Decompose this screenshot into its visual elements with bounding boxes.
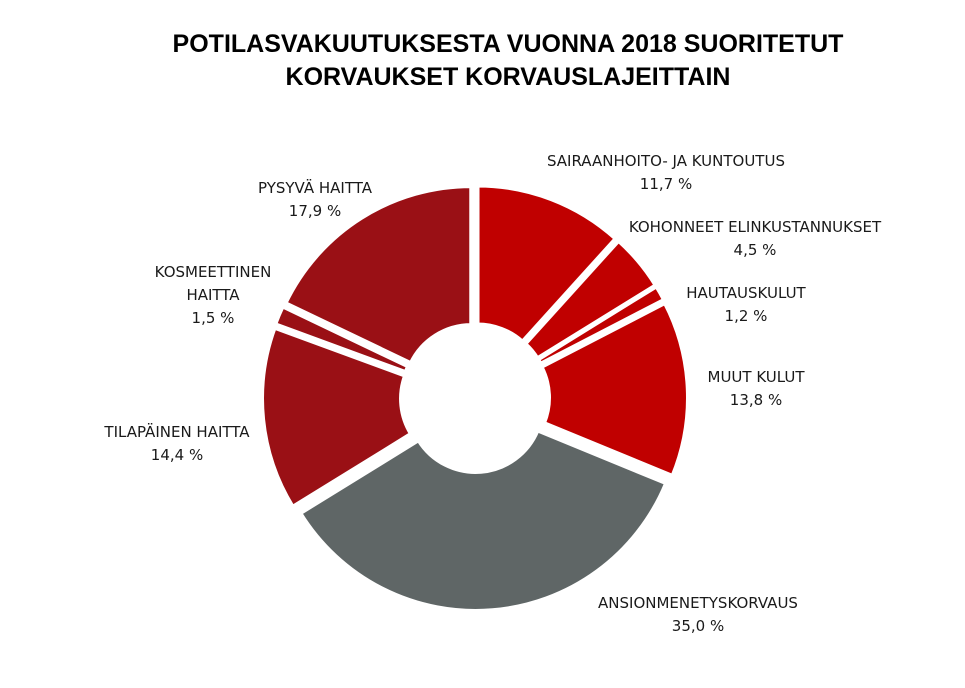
slice-value-label: 1,5 % (192, 309, 235, 327)
slice-category-label: TILAPÄINEN HAITTA (103, 422, 250, 441)
slice-category-label: MUUT KULUT (708, 368, 806, 386)
donut-slice (538, 300, 690, 479)
slice-value-label: 17,9 % (289, 202, 341, 220)
slice-label: SAIRAANHOITO- JA KUNTOUTUS 11,7 % (547, 152, 785, 193)
slice-value-label: 13,8 % (730, 391, 782, 409)
slice-category-label: ANSIONMENETYSKORVAUS (598, 594, 798, 612)
slice-label: PYSYVÄ HAITTA 17,9 % (258, 178, 373, 220)
slice-value-label: 35,0 % (672, 617, 724, 635)
chart-title: POTILASVAKUUTUKSESTA VUONNA 2018 SUORITE… (173, 30, 844, 91)
slice-category-label: PYSYVÄ HAITTA (258, 178, 373, 197)
donut-slice (272, 303, 411, 375)
slice-category-label: KOHONNEET ELINKUSTANNUKSET (629, 218, 882, 236)
slice-label: MUUT KULUT 13,8 % (708, 368, 806, 409)
slice-value-label: 11,7 % (640, 175, 692, 193)
donut-slice (297, 427, 669, 613)
slice-category-label: HAITTA (186, 286, 240, 304)
slice-category-label: HAUTAUSKULUT (686, 284, 806, 302)
donut-slices (260, 183, 690, 613)
slice-label: ANSIONMENETYSKORVAUS 35,0 % (598, 594, 798, 635)
slice-category-label: SAIRAANHOITO- JA KUNTOUTUS (547, 152, 785, 170)
slice-value-label: 4,5 % (734, 241, 777, 259)
slice-label: KOHONNEET ELINKUSTANNUKSET 4,5 % (629, 218, 882, 259)
donut-slice (535, 283, 667, 367)
slice-label: TILAPÄINEN HAITTA 14,4 % (103, 422, 250, 464)
slice-value-label: 1,2 % (725, 307, 768, 325)
slice-label: KOSMEETTINEN HAITTA 1,5 % (155, 263, 272, 327)
donut-slice (260, 325, 414, 510)
chart-title-line-1: POTILASVAKUUTUKSESTA VUONNA 2018 SUORITE… (173, 30, 844, 58)
slice-value-label: 14,4 % (151, 446, 203, 464)
donut-slice (475, 183, 619, 345)
slice-labels: SAIRAANHOITO- JA KUNTOUTUS 11,7 % KOHONNEE… (103, 152, 882, 635)
slice-label: HAUTAUSKULUT 1,2 % (686, 284, 806, 325)
slice-category-label: KOSMEETTINEN (155, 263, 272, 281)
donut-slice (282, 184, 474, 366)
chart-title-line-2: KORVAUKSET KORVAUSLAJEITTAIN (286, 63, 731, 91)
